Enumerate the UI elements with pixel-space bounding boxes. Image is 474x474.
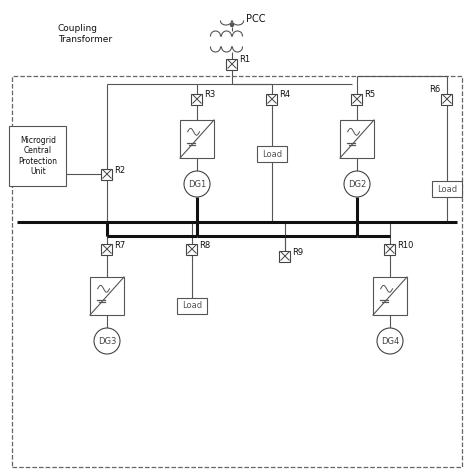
Bar [9,126,66,186]
Bar [180,120,214,158]
Text: Microgrid
Central
Protection
Unit: Microgrid Central Protection Unit [18,136,57,176]
Bar [90,277,124,315]
Text: DG2: DG2 [348,180,366,189]
Text: R4: R4 [279,90,290,99]
Text: R1: R1 [239,55,250,64]
Text: PCC: PCC [246,14,265,24]
Bar [340,120,374,158]
Text: R5: R5 [364,90,375,99]
Bar [227,58,237,70]
Bar [191,93,202,104]
Text: R7: R7 [114,240,125,249]
Bar [101,168,112,180]
Text: R3: R3 [204,90,215,99]
Text: R10: R10 [397,240,413,249]
Circle shape [184,171,210,197]
Text: R8: R8 [199,240,210,249]
Text: DG1: DG1 [188,180,206,189]
Text: R9: R9 [292,247,303,256]
Bar [101,244,112,255]
Text: Load: Load [262,149,282,158]
Bar [280,250,291,262]
Circle shape [377,328,403,354]
Bar [177,298,207,314]
Text: Load: Load [182,301,202,310]
Text: Load: Load [437,184,457,193]
Bar [266,93,277,104]
Bar [352,93,363,104]
Bar [257,146,287,162]
Bar [432,181,462,197]
Bar [441,93,453,104]
Bar [373,277,407,315]
Text: DG3: DG3 [98,337,116,346]
Circle shape [230,24,234,27]
Bar [384,244,395,255]
Bar [186,244,198,255]
Text: R6: R6 [429,84,440,93]
Circle shape [94,328,120,354]
Text: Coupling
Transformer: Coupling Transformer [58,24,112,44]
Text: DG4: DG4 [381,337,399,346]
Text: R2: R2 [114,165,125,174]
Circle shape [344,171,370,197]
Bar [12,76,462,467]
